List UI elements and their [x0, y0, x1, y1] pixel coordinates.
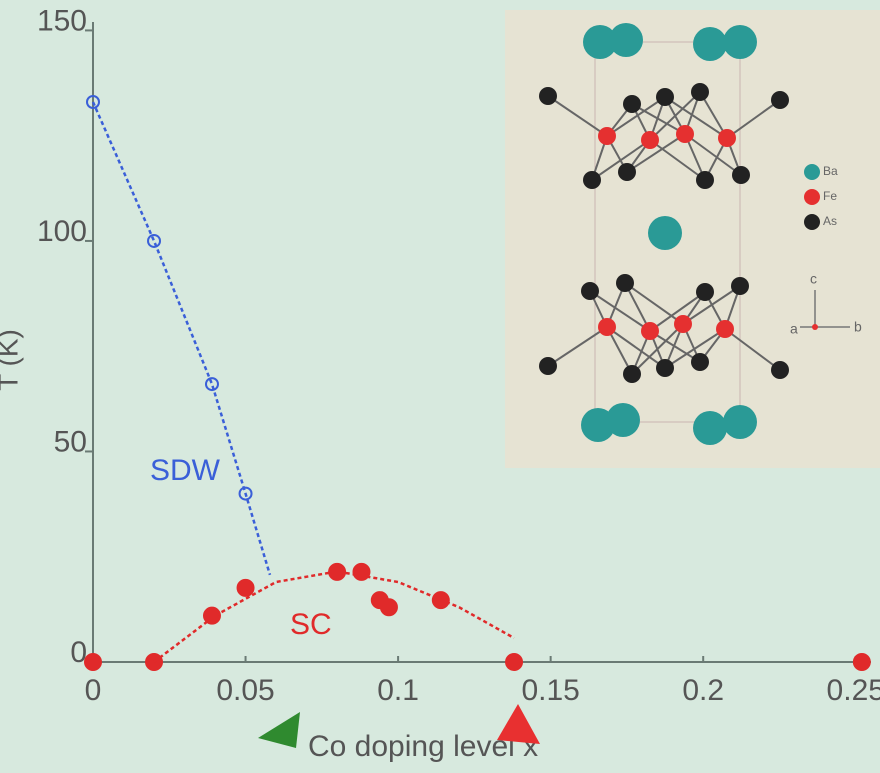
- atom-as: [771, 361, 789, 379]
- atom-as: [656, 88, 674, 106]
- data-point: [238, 580, 254, 596]
- legend-label: Fe: [823, 189, 837, 203]
- atom-ba: [609, 23, 643, 57]
- atom-fe: [716, 320, 734, 338]
- x-tick-label: 0.05: [216, 674, 274, 707]
- y-tick-label: 150: [37, 4, 87, 37]
- atom-as: [696, 171, 714, 189]
- atom-ba: [648, 216, 682, 250]
- legend-swatch: [804, 189, 820, 205]
- legend-swatch: [804, 214, 820, 230]
- atom-fe: [598, 318, 616, 336]
- data-point: [381, 599, 397, 615]
- atom-fe: [676, 125, 694, 143]
- atom-as: [691, 83, 709, 101]
- atom-as: [616, 274, 634, 292]
- atom-as: [656, 359, 674, 377]
- legend-swatch: [804, 164, 820, 180]
- x-tick-label: 0.2: [682, 674, 724, 707]
- legend-label: As: [823, 214, 837, 228]
- axis-name: b: [854, 319, 862, 335]
- x-tick-label: 0.25: [827, 674, 880, 707]
- inset-panel: [505, 10, 880, 468]
- y-axis-label: T (K): [0, 329, 23, 391]
- atom-as: [623, 365, 641, 383]
- atom-ba: [693, 411, 727, 445]
- atom-ba: [606, 403, 640, 437]
- atom-fe: [598, 127, 616, 145]
- x-tick-label: 0: [85, 674, 102, 707]
- legend-label: Ba: [823, 164, 838, 178]
- atom-as: [539, 87, 557, 105]
- x-tick-label: 0.1: [377, 674, 419, 707]
- axis-name: c: [810, 271, 817, 287]
- atom-fe: [718, 129, 736, 147]
- atom-as: [623, 95, 641, 113]
- data-point: [506, 654, 522, 670]
- atom-as: [583, 171, 601, 189]
- data-point: [854, 654, 870, 670]
- atom-ba: [723, 25, 757, 59]
- axis-name: a: [790, 321, 798, 337]
- atom-fe: [674, 315, 692, 333]
- atom-as: [696, 283, 714, 301]
- y-tick-label: 50: [54, 425, 87, 458]
- atom-fe: [641, 131, 659, 149]
- data-point: [85, 654, 101, 670]
- atom-ba: [693, 27, 727, 61]
- atom-as: [539, 357, 557, 375]
- x-tick-label: 0.15: [521, 674, 579, 707]
- atom-as: [771, 91, 789, 109]
- series-label: SC: [290, 608, 332, 641]
- y-tick-label: 100: [37, 215, 87, 248]
- atom-as: [732, 166, 750, 184]
- atom-as: [691, 353, 709, 371]
- atom-as: [618, 163, 636, 181]
- chart: BaFeAsabc T (K) Co doping level x SDW SC…: [0, 0, 880, 773]
- atom-as: [731, 277, 749, 295]
- atom-as: [581, 282, 599, 300]
- atom-fe: [641, 322, 659, 340]
- axis-origin: [812, 324, 818, 330]
- atom-ba: [723, 405, 757, 439]
- series-label: SDW: [150, 454, 221, 487]
